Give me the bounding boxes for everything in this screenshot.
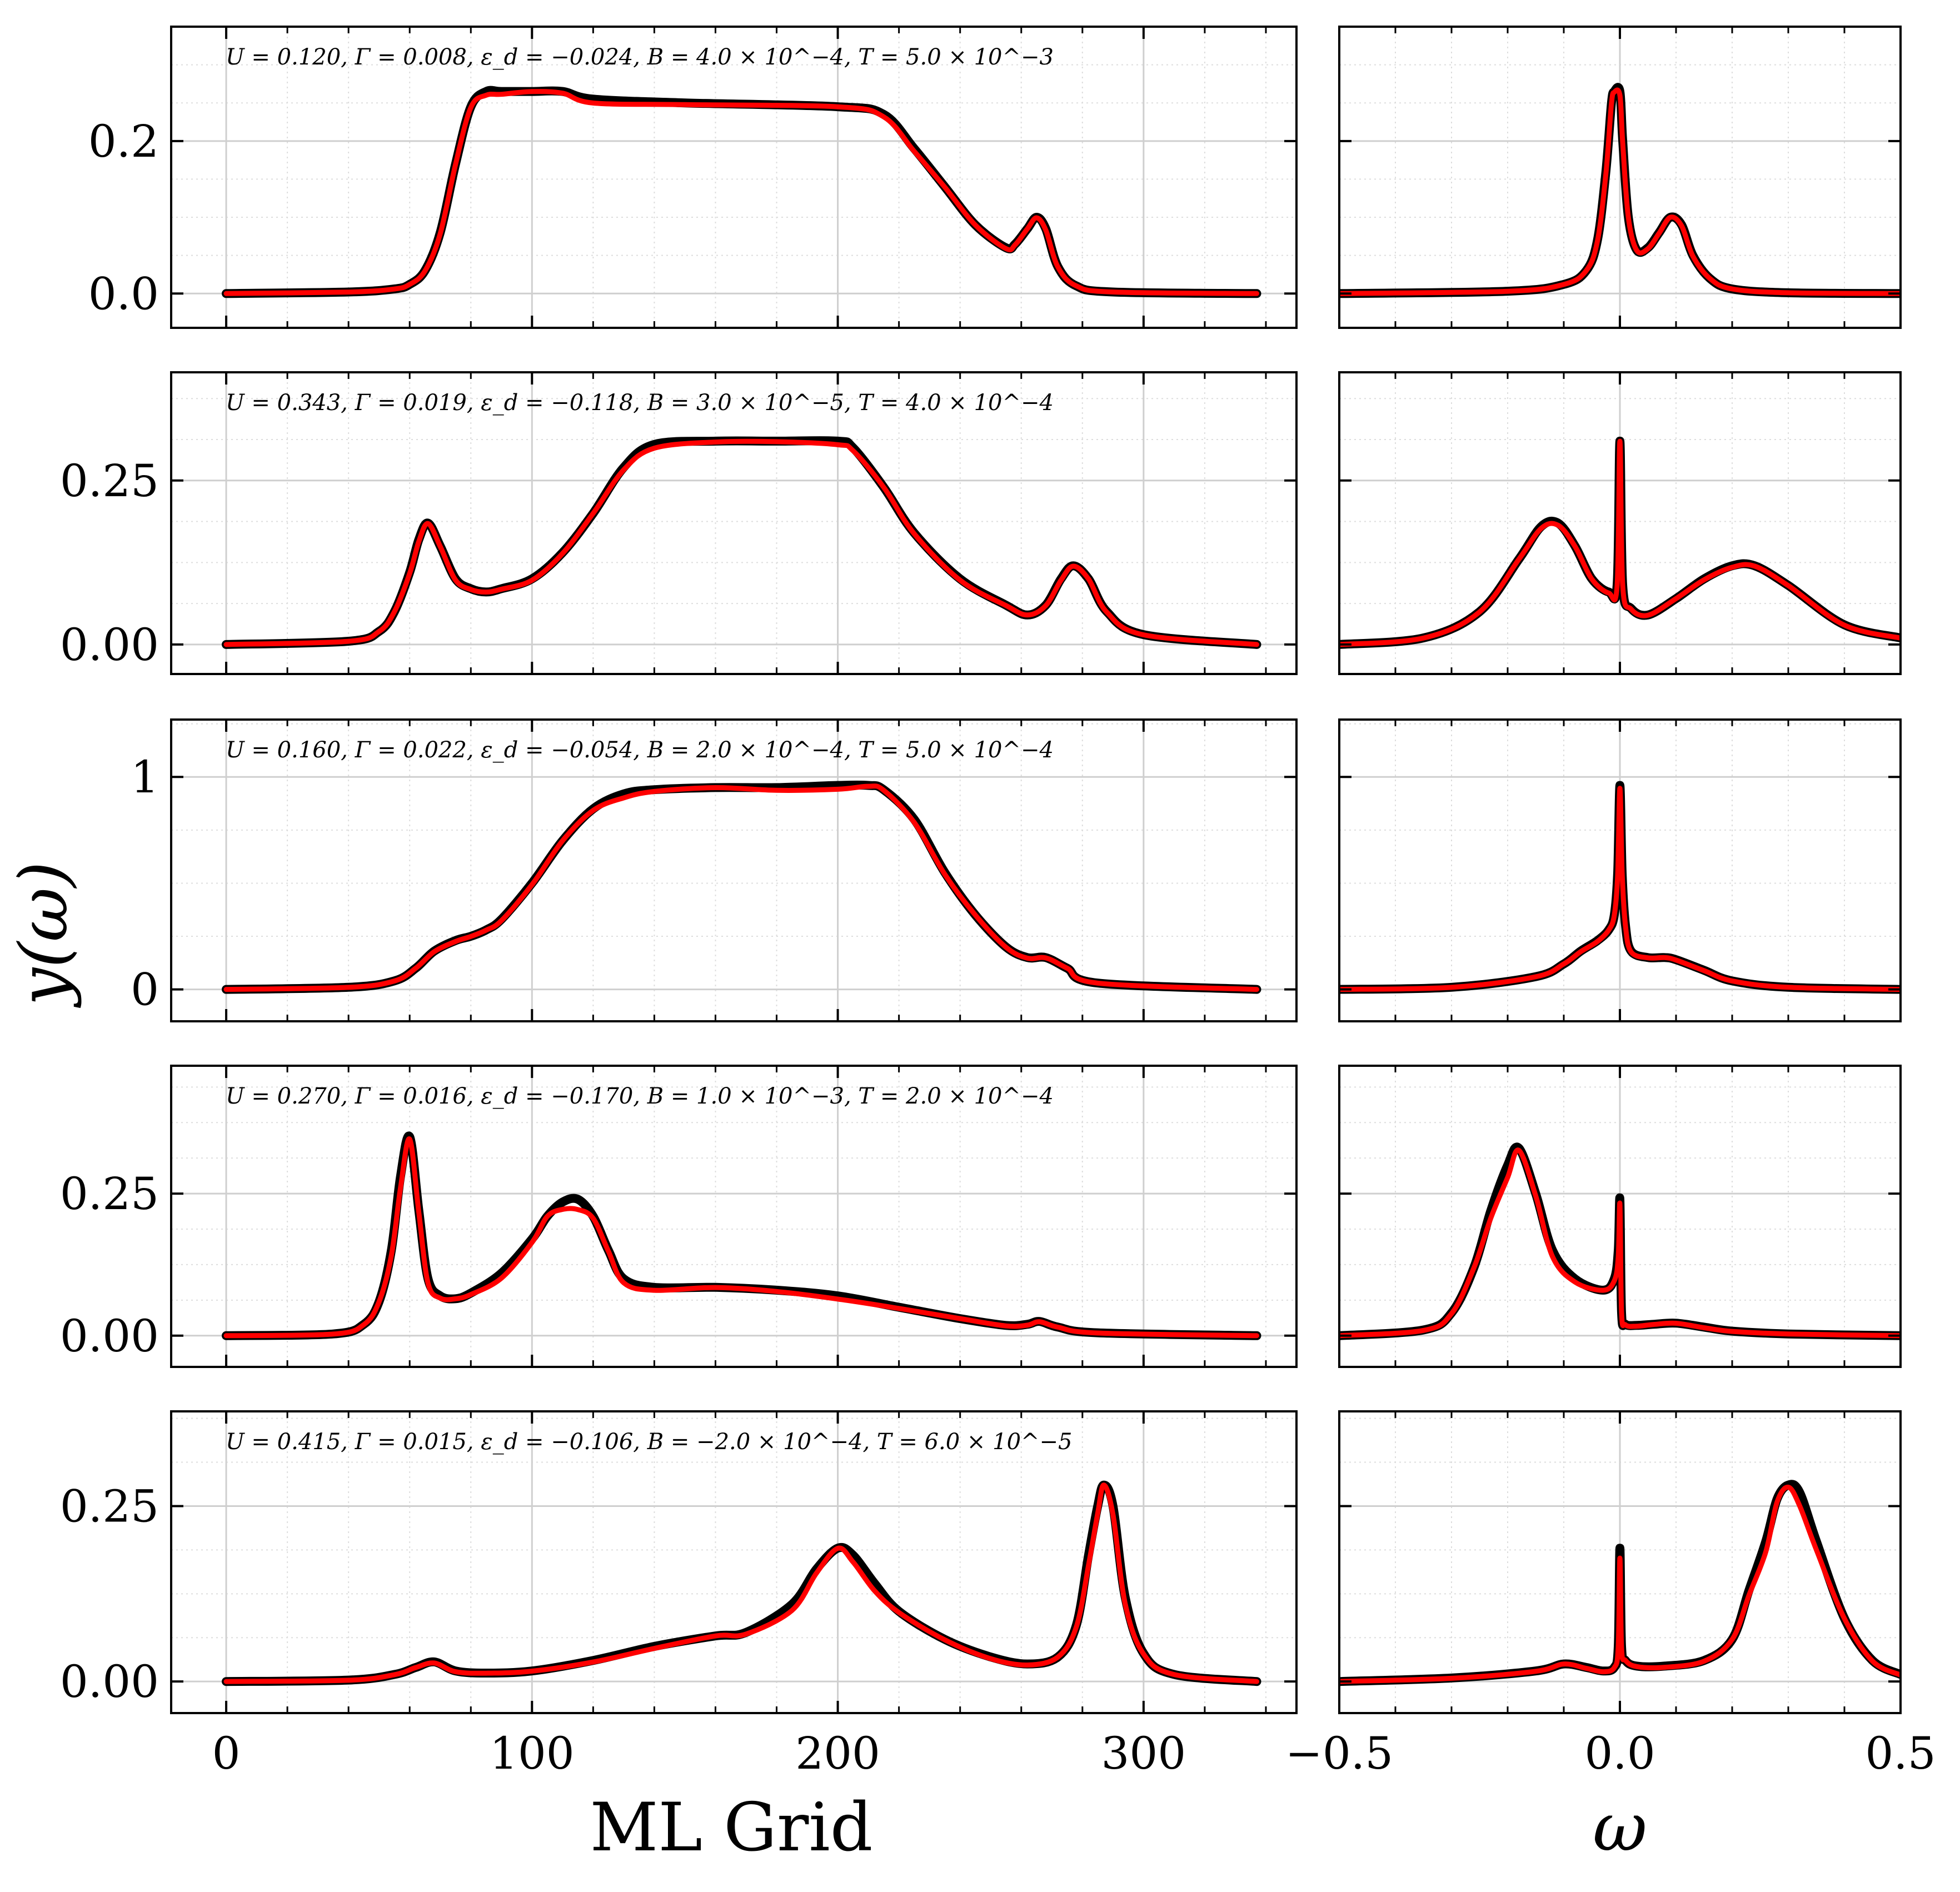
- predicted-series-line: [1339, 438, 1901, 647]
- x-tick-label: 0.0: [1584, 1728, 1655, 1779]
- x-tick-label: 300: [1101, 1728, 1186, 1779]
- panel-1-right: [1338, 26, 1902, 329]
- predicted-series-line: [223, 1482, 1259, 1684]
- axes-frame: [170, 1065, 1298, 1368]
- axes-frame: [170, 371, 1298, 675]
- x-tick-label: 0.5: [1865, 1728, 1936, 1779]
- y-tick-label: 0.25: [60, 1168, 159, 1220]
- panel-parameters-annotation: U = 0.270, Γ = 0.016, ε_d = −0.170, B = …: [226, 1084, 1054, 1109]
- y-axis-title: y(ω): [6, 861, 83, 1008]
- panel-3-right: [1338, 718, 1902, 1022]
- predicted-series-line: [223, 89, 1259, 296]
- y-tick-label: 0: [131, 964, 159, 1016]
- predicted-series-line: [1339, 786, 1901, 992]
- panel-4-right: [1338, 1065, 1902, 1368]
- predicted-series-line: [223, 438, 1259, 647]
- axes-frame: [170, 26, 1298, 329]
- left-x-axis-title: ML Grid: [590, 1789, 872, 1866]
- y-tick-label: 1: [131, 751, 159, 803]
- y-tick-label: 0.25: [60, 455, 159, 507]
- y-tick-label: 0.25: [60, 1480, 159, 1532]
- y-tick-label: 0.2: [88, 116, 159, 167]
- panel-2-right: [1338, 371, 1902, 675]
- y-tick-label: 0.0: [88, 268, 159, 320]
- x-tick-label: 100: [490, 1728, 575, 1779]
- panel-4-left: 0.00 0.25 U = 0.270, Γ = 0.016, ε_d = −0.1…: [60, 1065, 1298, 1368]
- panel-2-left: 0.00 0.25 U = 0.343, Γ = 0.019, ε_d = −0.1…: [60, 371, 1298, 675]
- panel-parameters-annotation: U = 0.120, Γ = 0.008, ε_d = −0.024, B = …: [226, 44, 1054, 70]
- predicted-series-line: [1339, 1484, 1901, 1684]
- panel-parameters-annotation: U = 0.343, Γ = 0.019, ε_d = −0.118, B = …: [226, 390, 1054, 416]
- axes-frame: [170, 1410, 1298, 1714]
- panel-3-left: 0 1 U = 0.160, Γ = 0.022, ε_d = −0.054, B …: [131, 718, 1298, 1022]
- panel-parameters-annotation: U = 0.160, Γ = 0.022, ε_d = −0.054, B = …: [226, 737, 1054, 763]
- right-x-axis-title: ω: [1593, 1789, 1647, 1866]
- x-tick-label: 200: [795, 1728, 880, 1779]
- panel-5-right: −0.5 0.0 0.5: [1285, 1410, 1936, 1779]
- x-tick-label: 0: [212, 1728, 241, 1779]
- y-tick-label: 0.00: [60, 619, 159, 671]
- x-tick-label: −0.5: [1285, 1728, 1393, 1779]
- panel-parameters-annotation: U = 0.415, Γ = 0.015, ε_d = −0.106, B = …: [226, 1429, 1073, 1455]
- axes-frame: [170, 718, 1298, 1022]
- predicted-series-line: [223, 783, 1259, 992]
- y-tick-label: 0.00: [60, 1310, 159, 1362]
- panel-5-left: 0.00 0.25 U = 0.415, Γ = 0.015, ε_d = −0.1…: [60, 1410, 1298, 1779]
- panel-1-left: 0.0 0.2 U = 0.120, Γ = 0.008, ε_d = −0.024…: [88, 26, 1298, 329]
- predicted-series-line: [1339, 1147, 1901, 1339]
- predicted-series-line: [1339, 87, 1901, 296]
- y-tick-label: 0.00: [60, 1656, 159, 1708]
- predicted-series-line: [223, 1136, 1259, 1339]
